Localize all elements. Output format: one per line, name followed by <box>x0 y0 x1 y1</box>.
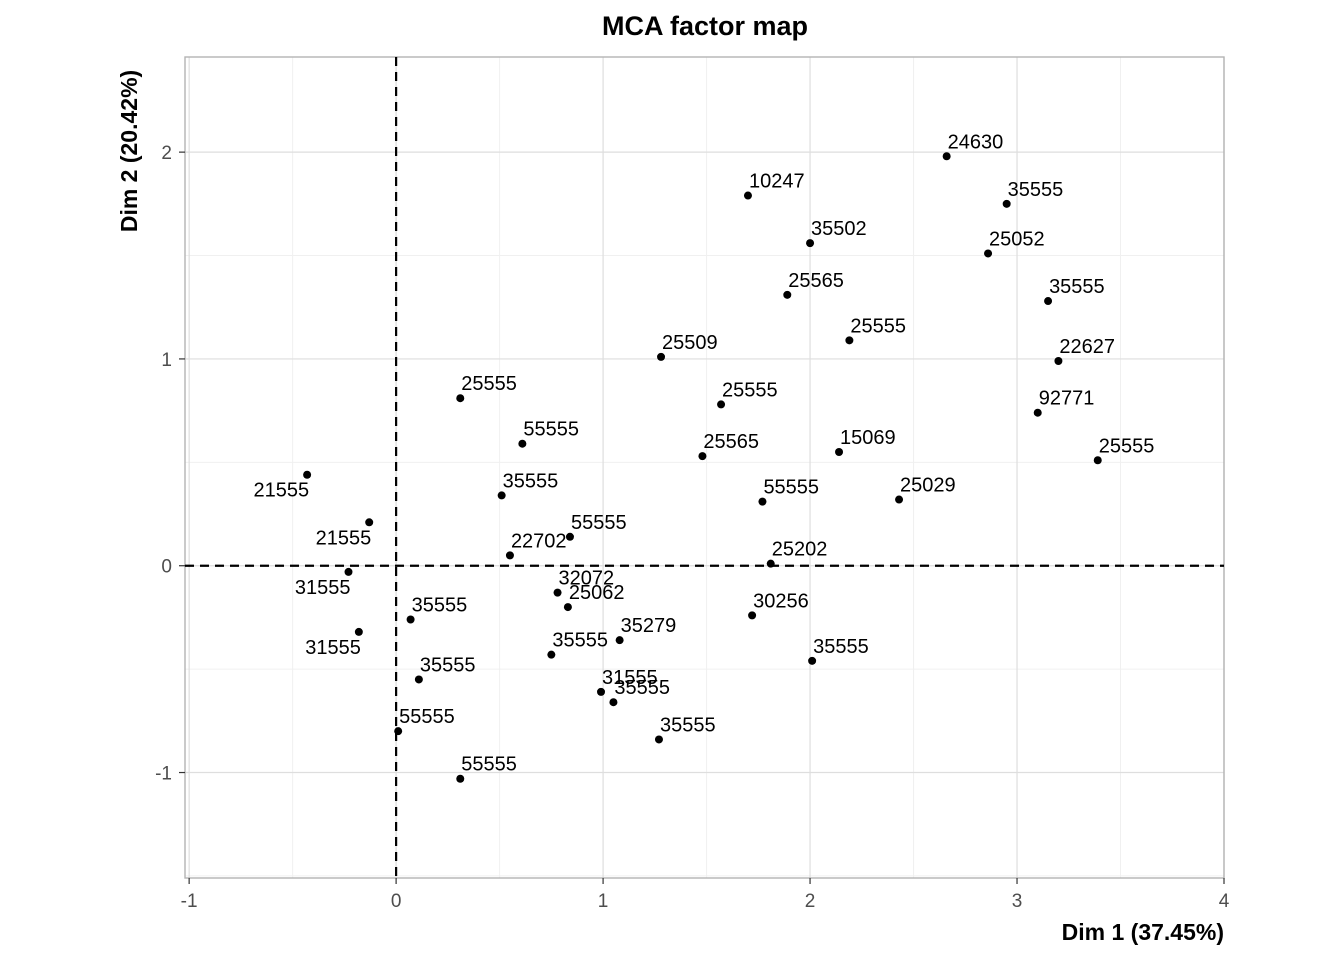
point-label: 25202 <box>772 539 828 561</box>
reference-lines <box>185 57 1224 878</box>
point-label: 25555 <box>1099 435 1155 457</box>
scatter-point <box>783 290 792 299</box>
scatter-point <box>344 567 353 576</box>
scatter-point <box>984 249 993 258</box>
point-label: 35555 <box>614 677 670 699</box>
scatter-point <box>895 495 904 504</box>
y-tick-label: 2 <box>161 143 172 164</box>
scatter-point <box>717 400 726 409</box>
scatter-point <box>456 774 465 783</box>
scatter-point <box>845 336 854 345</box>
scatter-point <box>394 727 403 736</box>
point-label: 31555 <box>295 577 351 599</box>
scatter-point <box>808 656 817 665</box>
point-label: 25509 <box>662 332 718 354</box>
point-label: 55555 <box>763 477 819 499</box>
scatter-point <box>615 636 624 645</box>
scatter-point <box>505 551 514 560</box>
scatter-point <box>547 650 556 659</box>
point-label: 35555 <box>420 654 476 676</box>
scatter-point <box>654 735 663 744</box>
point-label: 55555 <box>461 754 517 776</box>
scatter-point <box>303 470 312 479</box>
point-label: 31555 <box>602 667 658 689</box>
scatter-point <box>406 615 415 624</box>
scatter-point <box>698 452 707 461</box>
point-label: 30256 <box>753 590 809 612</box>
x-tick-label: 4 <box>1219 891 1230 912</box>
scatter-point <box>563 603 572 612</box>
point-label: 25029 <box>900 475 956 497</box>
scatter-point <box>1033 408 1042 417</box>
x-tick-label: 3 <box>1012 891 1023 912</box>
point-label: 35555 <box>552 630 608 652</box>
point-label: 25565 <box>703 431 759 453</box>
scatter-point <box>609 698 618 707</box>
scatter-point <box>657 352 666 361</box>
y-tick-label: 1 <box>161 350 172 371</box>
point-label: 22627 <box>1059 336 1115 358</box>
scatter-point <box>835 447 844 456</box>
point-label: 55555 <box>571 512 627 534</box>
scatter-point <box>565 532 574 541</box>
point-label: 25062 <box>569 582 625 604</box>
scatter-point <box>365 518 374 527</box>
y-axis-title: Dim 2 (20.42%) <box>116 70 142 232</box>
scatter-point <box>497 491 506 500</box>
scatter-point <box>1044 297 1053 306</box>
x-axis-title: Dim 1 (37.45%) <box>1062 919 1224 945</box>
scatter-point <box>1054 356 1063 365</box>
axis-ticks: -1 0 1 2 3 4 -1 0 1 2 <box>155 143 1230 912</box>
scatter-point <box>456 394 465 403</box>
point-label: 25052 <box>989 228 1045 250</box>
point-label: 92771 <box>1039 388 1095 410</box>
scatter-point <box>942 152 951 161</box>
point-label: 10247 <box>749 171 805 193</box>
scatter-point <box>354 627 363 636</box>
y-tick-label: -1 <box>155 764 172 785</box>
grid-lines <box>185 57 1225 878</box>
scatter-point <box>597 687 606 696</box>
point-label: 21555 <box>253 480 309 502</box>
scatter-point <box>414 675 423 684</box>
scatter-point <box>1093 456 1102 465</box>
point-label: 21555 <box>316 527 372 549</box>
x-tick-label: 0 <box>391 891 402 912</box>
scatter-point <box>553 588 562 597</box>
scatter-point <box>1002 199 1011 208</box>
point-label: 35555 <box>1049 276 1105 298</box>
data-points: 21555 21555 31555 31555 25555 55555 35555 22702… <box>253 131 1155 783</box>
x-tick-label: -1 <box>181 891 198 912</box>
point-label: 35555 <box>660 714 716 736</box>
point-label: 31555 <box>305 637 361 659</box>
x-tick-label: 1 <box>598 891 609 912</box>
point-label: 25555 <box>461 373 517 395</box>
scatter-point <box>748 611 757 620</box>
point-label: 35502 <box>811 218 867 240</box>
point-label: 32072 <box>559 568 615 590</box>
point-label: 25555 <box>850 315 906 337</box>
point-label: 35555 <box>1008 179 1064 201</box>
y-tick-label: 0 <box>161 557 172 578</box>
point-label: 22702 <box>511 530 567 552</box>
scatter-point <box>758 497 767 506</box>
chart-title: MCA factor map <box>602 11 808 41</box>
point-label: 55555 <box>399 706 455 728</box>
point-label: 15069 <box>840 427 896 449</box>
point-label: 35279 <box>621 615 677 637</box>
scatter-point <box>806 239 815 248</box>
point-label: 25565 <box>788 270 844 292</box>
plot-panel <box>184 56 1225 879</box>
point-label: 55555 <box>523 419 579 441</box>
x-tick-label: 2 <box>805 891 816 912</box>
scatter-point <box>518 439 527 448</box>
point-label: 24630 <box>948 131 1004 153</box>
point-label: 25555 <box>722 379 778 401</box>
point-label: 35555 <box>412 594 468 616</box>
scatter-point <box>766 559 775 568</box>
point-label: 35555 <box>503 470 559 492</box>
point-label: 35555 <box>813 636 869 658</box>
scatter-point <box>743 191 752 200</box>
